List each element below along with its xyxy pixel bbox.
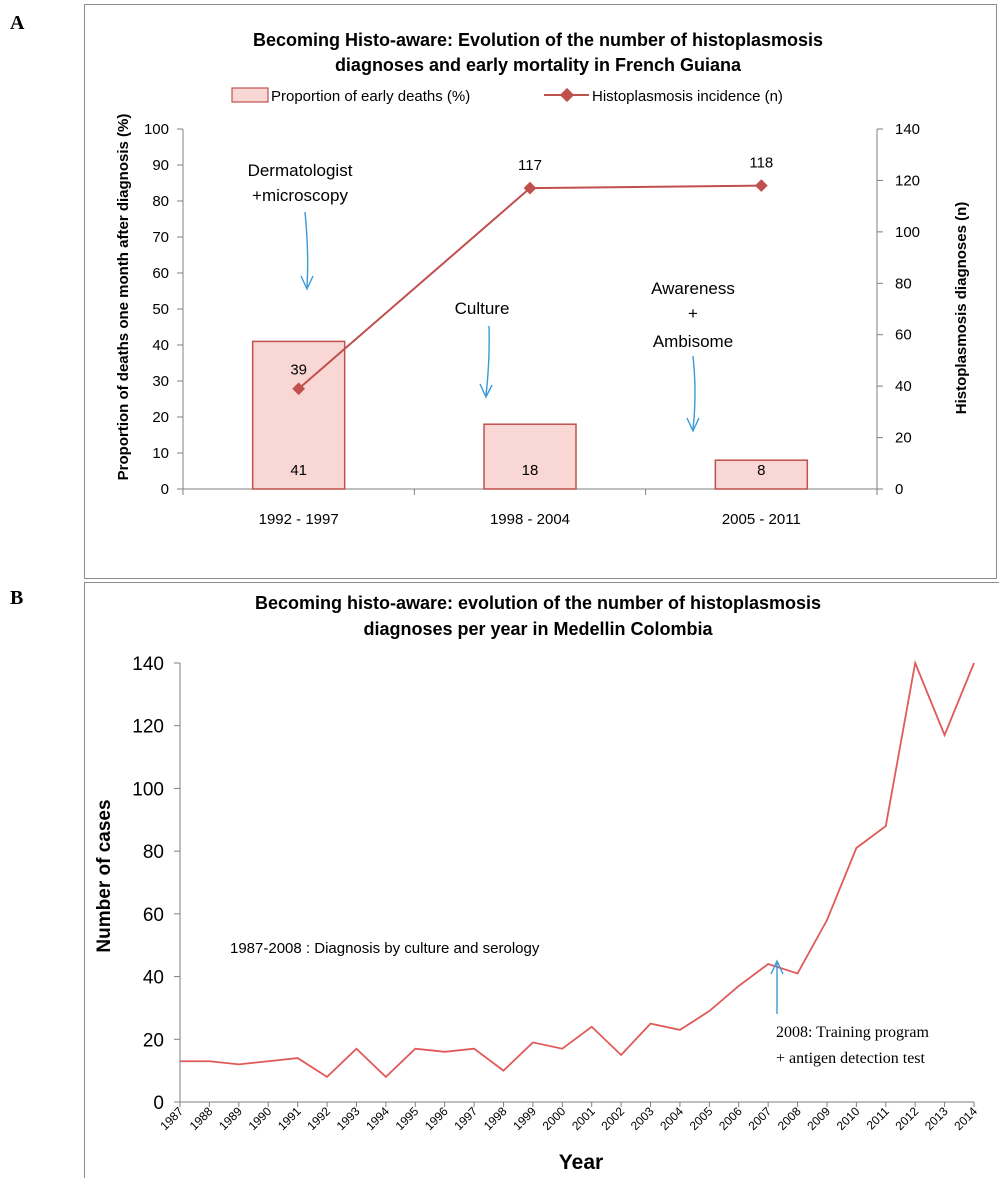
chart-b-y-tick-label: 140 <box>132 654 164 675</box>
chart-b-title-line2: diagnoses per year in Medellin Colombia <box>363 619 713 639</box>
chart-b-x-tick-label: 2005 <box>687 1104 716 1133</box>
chart-b-y-tick-label: 100 <box>132 779 164 800</box>
chart-b-y-tick-label: 40 <box>143 968 164 989</box>
annotation-training-line1: 2008: Training program <box>776 1024 929 1041</box>
legend-line-marker <box>559 87 575 103</box>
chart-a-ylabel: Proportion of deaths one month after dia… <box>115 114 132 481</box>
chart-b-x-tick-label: 2011 <box>864 1104 892 1132</box>
chart-a-left-tick-label: 20 <box>152 409 169 426</box>
arrow-training <box>770 959 784 1014</box>
chart-a-right-tick-label: 80 <box>895 275 912 292</box>
chart-a-left-tick-label: 40 <box>152 337 169 354</box>
chart-a-left-tick-label: 60 <box>152 265 169 282</box>
panel-letter-a: A <box>10 12 25 34</box>
annotation-dermatologist-line1: Dermatologist <box>248 161 353 180</box>
chart-b-x-tick-label: 1993 <box>334 1104 363 1133</box>
chart-a-left-tick-label: 10 <box>152 445 169 462</box>
legend-line-label: Histoplasmosis incidence (n) <box>592 88 783 105</box>
bar-value-label: 41 <box>290 462 307 479</box>
chart-a-right-tick-label: 0 <box>895 481 903 498</box>
chart-b-x-tick-label: 2002 <box>598 1104 627 1133</box>
chart-b-x-tick-label: 2010 <box>834 1104 863 1133</box>
chart-b-x-tick-label: 1992 <box>304 1104 333 1133</box>
chart-b-ylabel: Number of cases <box>94 799 115 952</box>
arrow-dermatologist <box>300 211 314 291</box>
chart-a-right-tick-label: 40 <box>895 378 912 395</box>
bar-early-deaths <box>714 459 809 490</box>
chart-b-x-tick-label: 2003 <box>628 1104 657 1133</box>
chart-a-category-label: 1998 - 2004 <box>490 511 570 528</box>
chart-b-y-tick-label: 60 <box>143 905 164 926</box>
chart-a-category-label: 1992 - 1997 <box>259 511 339 528</box>
chart-a-frame <box>84 4 997 579</box>
chart-a-right-tick-label: 120 <box>895 172 920 189</box>
chart-b-x-tick-label: 1998 <box>481 1104 510 1133</box>
chart-b-x-tick-label: 1989 <box>216 1104 245 1133</box>
arrow-culture <box>479 325 493 399</box>
line-cases-per-year <box>180 659 975 1079</box>
incidence-marker <box>292 382 306 396</box>
chart-a-right-tick-label: 20 <box>895 430 912 447</box>
chart-b-y-tick-label: 20 <box>143 1030 164 1051</box>
chart-b-x-tick-label: 2014 <box>951 1104 980 1133</box>
chart-b-x-tick-label: 2000 <box>540 1104 569 1133</box>
chart-b-title-line1: Becoming histo-aware: evolution of the n… <box>255 593 821 613</box>
bar-value-label: 8 <box>757 462 765 479</box>
chart-b-x-tick-label: 1997 <box>451 1104 480 1133</box>
chart-b-x-tick-label: 2009 <box>804 1104 833 1133</box>
bar-value-label: 18 <box>522 462 539 479</box>
bar-early-deaths <box>483 423 577 490</box>
chart-b-x-tick-label: 2013 <box>922 1104 951 1133</box>
chart-b-y-tick-label: 120 <box>132 717 164 738</box>
annotation-awareness-line2: + <box>688 304 698 323</box>
chart-b-x-tick-label: 1995 <box>393 1104 422 1133</box>
chart-a-left-tick-label: 30 <box>152 373 169 390</box>
annotation-awareness-line3: Ambisome <box>653 332 733 351</box>
chart-a-left-tick-label: 50 <box>152 301 169 318</box>
chart-b: Becoming histo-aware: evolution of the n… <box>84 582 999 1178</box>
chart-a-left-tick-label: 70 <box>152 229 169 246</box>
panel-letter-b: B <box>10 587 24 609</box>
chart-a-y2label: Histoplasmosis diagnoses (n) <box>953 202 970 415</box>
chart-b-x-tick-label: 2012 <box>893 1104 922 1133</box>
bar-early-deaths <box>251 340 346 490</box>
chart-a-left-tick-label: 80 <box>152 193 169 210</box>
chart-b-x-tick-label: 2006 <box>716 1104 745 1133</box>
annotation-culture-serology: 1987-2008 : Diagnosis by culture and ser… <box>230 940 540 957</box>
annotation-training-line2: + antigen detection test <box>776 1050 926 1067</box>
chart-a-right-tick-label: 140 <box>895 121 920 138</box>
chart-b-x-tick-label: 2007 <box>745 1104 774 1133</box>
chart-b-x-tick-label: 2004 <box>657 1104 686 1133</box>
annotation-awareness-line1: Awareness <box>651 279 735 298</box>
chart-a-title-line1: Becoming Histo-aware: Evolution of the n… <box>253 30 823 50</box>
chart-b-x-tick-label: 1996 <box>422 1104 451 1133</box>
legend-bar-swatch <box>231 87 269 103</box>
annotation-dermatologist-line2: +microscopy <box>252 186 348 205</box>
chart-b-y-tick-label: 0 <box>153 1093 164 1114</box>
chart-b-x-tick-label: 1999 <box>510 1104 539 1133</box>
chart-b-x-tick-label: 1988 <box>187 1104 216 1133</box>
chart-a-category-label: 2005 - 2011 <box>722 511 801 528</box>
chart-a-left-tick-label: 0 <box>161 481 169 498</box>
chart-b-y-tick-label: 80 <box>143 842 164 863</box>
incidence-value-label: 117 <box>518 157 542 174</box>
chart-a-right-tick-label: 100 <box>895 224 920 241</box>
chart-a: Becoming Histo-aware: Evolution of the n… <box>84 4 997 579</box>
chart-b-x-tick-label: 2008 <box>775 1104 804 1133</box>
chart-a-right-tick-label: 60 <box>895 327 912 344</box>
incidence-value-label: 39 <box>290 362 307 379</box>
legend-bar-label: Proportion of early deaths (%) <box>271 88 470 105</box>
chart-b-x-tick-label: 1991 <box>275 1104 304 1133</box>
arrow-awareness <box>686 355 700 433</box>
chart-b-x-tick-label: 1990 <box>246 1104 275 1133</box>
chart-a-left-tick-label: 100 <box>144 121 169 138</box>
chart-b-x-tick-label: 2001 <box>569 1104 598 1133</box>
chart-b-x-tick-label: 1994 <box>363 1104 392 1133</box>
chart-a-title-line2: diagnoses and early mortality in French … <box>335 55 742 75</box>
incidence-value-label: 118 <box>749 155 773 172</box>
chart-b-xlabel: Year <box>559 1151 603 1174</box>
annotation-culture: Culture <box>455 299 510 318</box>
chart-a-left-tick-label: 90 <box>152 157 169 174</box>
